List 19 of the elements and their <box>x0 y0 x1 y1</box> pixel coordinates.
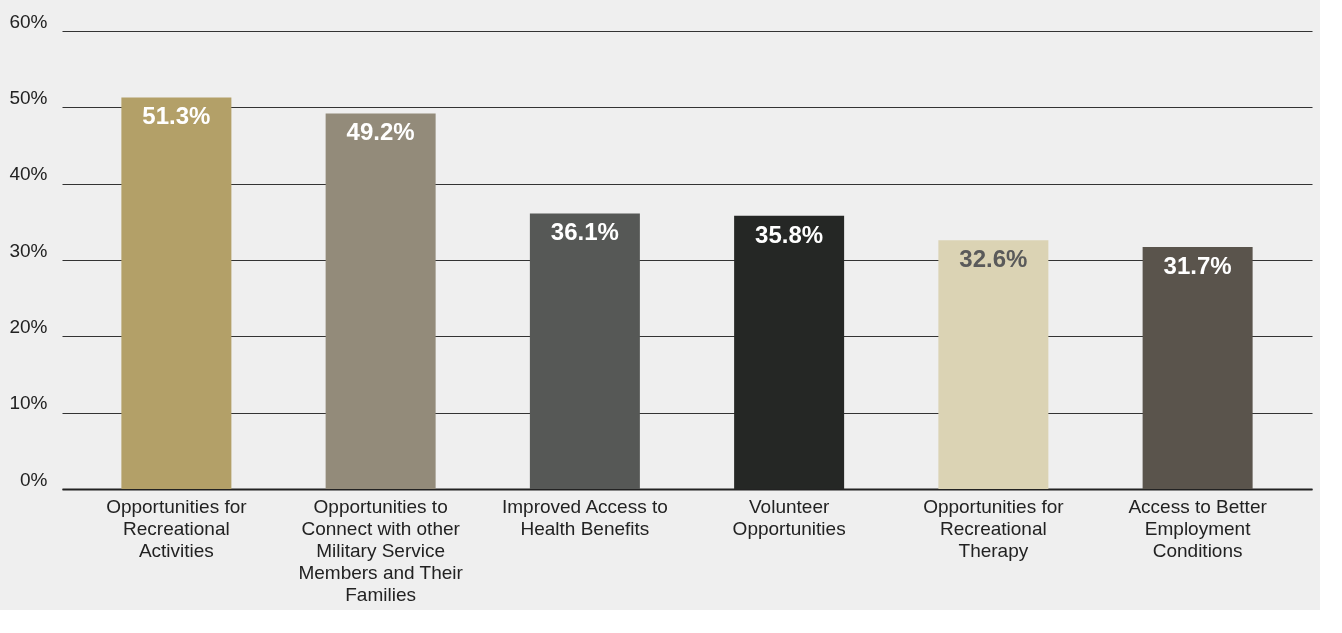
y-tick-label: 40% <box>9 163 48 185</box>
x-tick-label: Opportunities for Recreational Activities <box>106 495 248 561</box>
y-tick-label: 30% <box>9 239 48 261</box>
x-tick-label: Opportunities to Connect with other Military Service Members and Their Families <box>298 495 464 605</box>
data-label: 35.8% <box>755 220 824 248</box>
x-tick-label: Improved Access to Health Benefits <box>501 495 668 539</box>
x-tick-label: Access to Better Employment Conditions <box>1128 495 1268 561</box>
y-tick-label: 60% <box>9 10 48 32</box>
data-label: 49.2% <box>346 118 415 146</box>
data-label: 36.1% <box>550 218 619 246</box>
y-tick-label: 50% <box>9 86 48 108</box>
x-tick-label: Opportunities for Recreational Therapy <box>923 495 1065 561</box>
data-label: 32.6% <box>959 245 1028 273</box>
y-tick-label: 20% <box>9 315 48 337</box>
data-label: 31.7% <box>1163 252 1232 280</box>
x-tick-label: Volunteer Opportunities <box>732 495 846 539</box>
data-label: 51.3% <box>142 102 211 130</box>
y-tick-label: 10% <box>9 392 48 414</box>
y-tick-label: 0% <box>20 468 48 490</box>
